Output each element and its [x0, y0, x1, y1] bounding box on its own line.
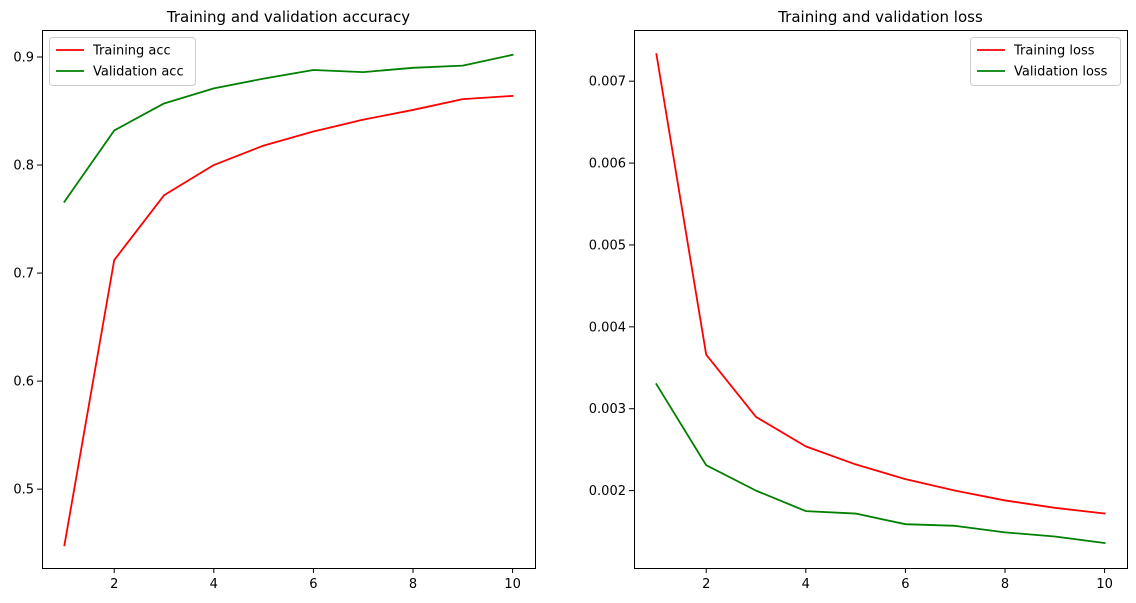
- legend-label: Training acc: [92, 44, 171, 59]
- x-tick-label: 6: [901, 577, 909, 592]
- y-tick-label: 0.005: [589, 238, 626, 253]
- y-tick-label: 0.004: [589, 320, 626, 335]
- series-line-validation-acc: [63, 53, 514, 204]
- y-tick-label: 0.5: [13, 483, 34, 498]
- y-tick-label: 0.8: [13, 159, 34, 174]
- legend-label: Validation loss: [1014, 65, 1108, 80]
- x-tick-label: 4: [210, 577, 218, 592]
- legend: Training loss Validation loss: [970, 37, 1121, 86]
- chart-title: Training and validation loss: [777, 8, 983, 26]
- legend-label: Training loss: [1013, 44, 1095, 59]
- x-tick-label: 8: [409, 577, 417, 592]
- legend-item: Training loss: [977, 44, 1095, 59]
- chart-title: Training and validation accuracy: [166, 8, 410, 26]
- y-tick-label: 0.7: [13, 267, 34, 282]
- y-tick-label: 0.003: [589, 402, 626, 417]
- legend-item: Training acc: [56, 44, 171, 59]
- y-tick-label: 0.006: [589, 157, 626, 172]
- x-tick-label: 10: [1096, 577, 1113, 592]
- x-tick-label: 2: [702, 577, 710, 592]
- x-tick-label: 4: [802, 577, 810, 592]
- x-tick-label: 2: [110, 577, 118, 592]
- y-tick-label: 0.007: [589, 75, 626, 90]
- x-tick-label: 8: [1001, 577, 1009, 592]
- legend-box: [49, 37, 196, 86]
- accuracy-chart: Training and validation accuracy 2 4 6 8 10 0.…: [13, 8, 536, 592]
- legend-item: Validation loss: [977, 65, 1108, 80]
- legend: Training acc Validation acc: [49, 37, 196, 86]
- axes-frame: [634, 30, 1128, 569]
- y-tick-label: 0.6: [13, 375, 34, 390]
- x-tick-label: 10: [504, 577, 521, 592]
- y-tick-label: 0.002: [589, 484, 626, 499]
- legend-item: Validation acc: [56, 65, 184, 80]
- y-tick-label: 0.9: [13, 51, 34, 66]
- loss-chart: Training and validation loss 2 4 6 8 10 0.002 0…: [589, 8, 1128, 592]
- series-line-training-loss: [655, 53, 1106, 515]
- series-line-validation-loss: [655, 382, 1106, 545]
- legend-box: [970, 37, 1121, 86]
- legend-label: Validation acc: [93, 65, 184, 80]
- x-tick-label: 6: [309, 577, 317, 592]
- series-line-training-acc: [63, 94, 514, 547]
- axes-frame: [42, 30, 536, 569]
